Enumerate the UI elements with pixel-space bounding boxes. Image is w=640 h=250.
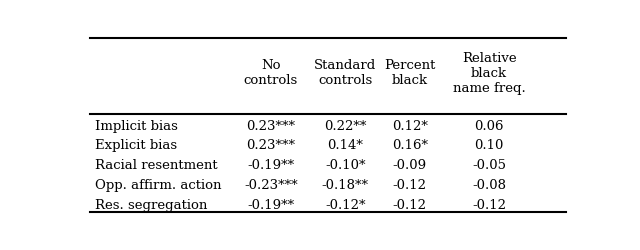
Text: Racial resentment: Racial resentment <box>95 159 218 172</box>
Text: Explicit bias: Explicit bias <box>95 140 177 152</box>
Text: -0.09: -0.09 <box>393 159 427 172</box>
Text: 0.23***: 0.23*** <box>246 120 296 133</box>
Text: No
controls: No controls <box>244 59 298 87</box>
Text: -0.18**: -0.18** <box>322 179 369 192</box>
Text: 0.23***: 0.23*** <box>246 140 296 152</box>
Text: 0.16*: 0.16* <box>392 140 428 152</box>
Text: 0.10: 0.10 <box>474 140 504 152</box>
Text: -0.05: -0.05 <box>472 159 506 172</box>
Text: Res. segregation: Res. segregation <box>95 199 207 212</box>
Text: Relative
black
name freq.: Relative black name freq. <box>453 52 525 95</box>
Text: 0.06: 0.06 <box>474 120 504 133</box>
Text: -0.19**: -0.19** <box>248 159 294 172</box>
Text: -0.10*: -0.10* <box>325 159 365 172</box>
Text: -0.12: -0.12 <box>393 199 427 212</box>
Text: Opp. affirm. action: Opp. affirm. action <box>95 179 221 192</box>
Text: -0.23***: -0.23*** <box>244 179 298 192</box>
Text: -0.19**: -0.19** <box>248 199 294 212</box>
Text: 0.14*: 0.14* <box>328 140 364 152</box>
Text: 0.22**: 0.22** <box>324 120 367 133</box>
Text: Standard
controls: Standard controls <box>314 59 376 87</box>
Text: -0.12: -0.12 <box>472 199 506 212</box>
Text: -0.12: -0.12 <box>393 179 427 192</box>
Text: 0.12*: 0.12* <box>392 120 428 133</box>
Text: -0.12*: -0.12* <box>325 199 365 212</box>
Text: Implicit bias: Implicit bias <box>95 120 178 133</box>
Text: Percent
black: Percent black <box>384 59 436 87</box>
Text: -0.08: -0.08 <box>472 179 506 192</box>
